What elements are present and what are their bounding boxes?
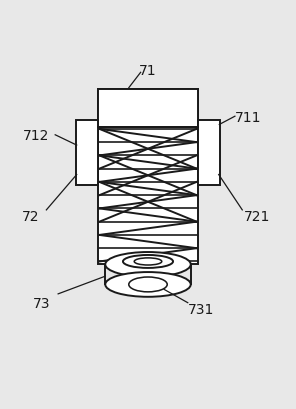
Ellipse shape bbox=[134, 258, 162, 265]
Ellipse shape bbox=[105, 252, 191, 277]
Text: 731: 731 bbox=[188, 302, 214, 316]
Ellipse shape bbox=[129, 277, 167, 292]
Text: 71: 71 bbox=[139, 64, 157, 78]
Ellipse shape bbox=[105, 272, 191, 297]
Bar bbox=[98, 90, 198, 265]
Text: 711: 711 bbox=[235, 111, 261, 125]
Ellipse shape bbox=[123, 255, 173, 268]
Bar bbox=[98, 90, 198, 128]
Text: 721: 721 bbox=[244, 209, 270, 223]
Text: 72: 72 bbox=[21, 209, 39, 223]
Bar bbox=[76, 121, 98, 185]
Text: 712: 712 bbox=[23, 128, 49, 142]
Text: 73: 73 bbox=[33, 296, 51, 310]
Bar bbox=[198, 121, 220, 185]
